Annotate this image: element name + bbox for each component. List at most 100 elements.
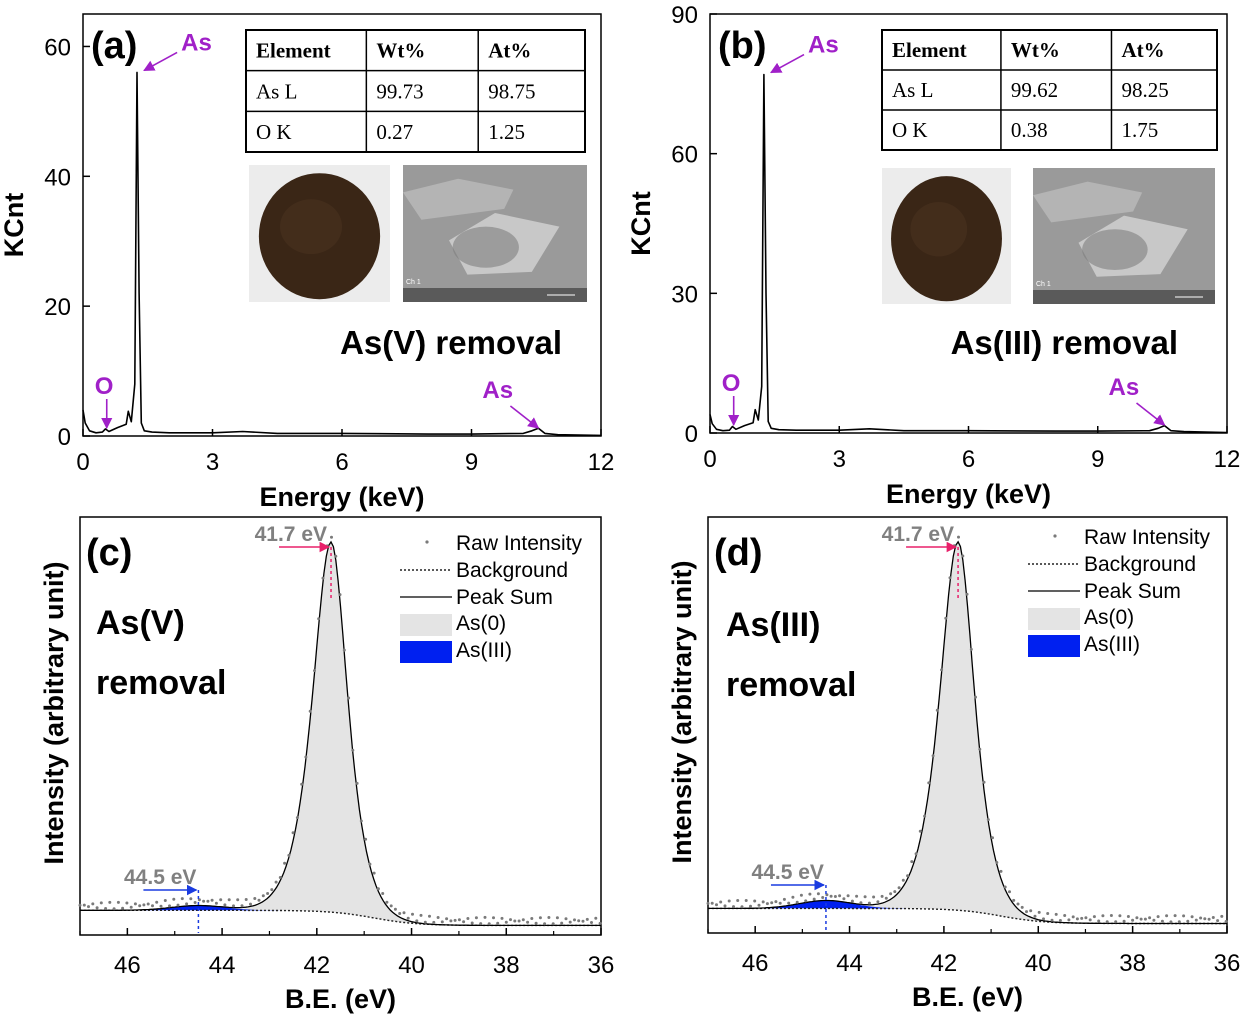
y-axis-label: KCnt <box>626 191 656 255</box>
raw-intensity-point <box>509 918 512 922</box>
legend-label: Raw Intensity <box>456 532 583 555</box>
raw-intensity-point <box>948 576 952 580</box>
raw-intensity-point <box>765 902 769 906</box>
raw-intensity-point <box>342 648 346 652</box>
raw-intensity-point <box>812 897 816 901</box>
y-axis-label: Intensity (arbitrary unit) <box>39 561 69 864</box>
raw-intensity-point <box>210 898 214 902</box>
raw-intensity-point <box>833 895 837 898</box>
x-axis-label: B.E. (eV) <box>285 984 396 1014</box>
raw-intensity-point <box>359 819 363 823</box>
spectrum-line <box>82 71 602 437</box>
raw-intensity-point <box>969 647 973 651</box>
raw-intensity-point <box>846 894 850 898</box>
panel-label: (b) <box>718 25 767 67</box>
raw-intensity-point <box>551 922 555 926</box>
legend-label: Peak Sum <box>456 586 553 609</box>
legend-swatch-as3 <box>1028 635 1080 657</box>
legend-label: Background <box>1084 553 1196 576</box>
raw-intensity-point <box>1131 918 1135 922</box>
raw-intensity-point <box>232 904 235 908</box>
raw-intensity-point <box>974 695 977 699</box>
raw-intensity-point <box>560 921 564 925</box>
x-tick-label: 44 <box>209 952 236 979</box>
raw-intensity-point <box>719 900 723 904</box>
raw-intensity-point <box>982 780 986 784</box>
raw-intensity-point <box>291 831 295 835</box>
peak-label-o: O <box>722 370 741 397</box>
raw-intensity-point <box>82 903 86 907</box>
raw-intensity-point <box>95 906 99 910</box>
sem-info-bar <box>1033 290 1215 304</box>
x-tick-label: 44 <box>836 950 863 977</box>
raw-intensity-point <box>351 748 355 752</box>
raw-intensity-point <box>1165 914 1169 918</box>
raw-intensity-point <box>91 902 95 906</box>
raw-intensity-point <box>1050 918 1054 922</box>
panel-label: (d) <box>714 532 763 574</box>
table-header-cell: Element <box>892 38 967 62</box>
raw-intensity-point <box>355 781 359 785</box>
legend-swatch-as3 <box>400 641 452 663</box>
raw-intensity-point <box>799 893 803 897</box>
raw-intensity-point <box>906 874 910 878</box>
raw-intensity-point <box>1063 914 1067 917</box>
raw-intensity-point <box>317 617 321 621</box>
raw-intensity-point <box>715 903 718 907</box>
raw-intensity-point <box>555 916 559 920</box>
raw-intensity-point <box>770 901 774 905</box>
as0-area <box>80 541 601 926</box>
powder-highlight <box>280 199 343 255</box>
raw-intensity-point <box>1156 915 1160 919</box>
raw-intensity-point <box>1143 917 1147 921</box>
raw-intensity-point <box>189 897 193 901</box>
legend-swatch-as0 <box>1028 608 1080 630</box>
raw-intensity-point <box>419 913 423 917</box>
raw-intensity-point <box>918 829 922 833</box>
raw-intensity-point <box>1114 920 1118 924</box>
raw-intensity-point <box>1148 916 1152 920</box>
raw-intensity-point <box>957 535 960 539</box>
sem-particle <box>403 178 514 220</box>
raw-intensity-point <box>577 919 581 923</box>
raw-intensity-point <box>125 901 129 905</box>
raw-intensity-point <box>1033 914 1037 918</box>
raw-intensity-point <box>78 903 82 907</box>
peak-label-as: As <box>482 377 513 404</box>
table-header-cell: At% <box>1121 38 1164 62</box>
raw-intensity-point <box>999 869 1003 873</box>
x-tick-label: 3 <box>206 449 219 476</box>
raw-intensity-point <box>521 918 525 922</box>
peak-label-as: As <box>1109 374 1140 401</box>
raw-intensity-point <box>829 894 833 898</box>
raw-intensity-point <box>406 916 410 920</box>
raw-intensity-point <box>321 576 325 580</box>
background-line <box>80 909 601 927</box>
x-tick-label: 12 <box>1214 446 1241 473</box>
raw-intensity-point <box>479 922 483 926</box>
y-tick-label: 30 <box>671 281 698 308</box>
raw-intensity-point <box>474 916 478 920</box>
raw-intensity-point <box>753 899 757 903</box>
raw-intensity-point <box>732 905 735 909</box>
raw-intensity-point <box>116 900 120 904</box>
sem-label: Ch 1 <box>406 279 421 286</box>
raw-intensity-point <box>816 892 820 896</box>
raw-intensity-point <box>931 754 935 758</box>
legend-label: Background <box>456 559 568 582</box>
raw-intensity-point <box>1101 914 1105 918</box>
raw-intensity-point <box>513 919 517 923</box>
raw-intensity-point <box>850 899 854 903</box>
x-axis-label: Energy (keV) <box>259 482 424 512</box>
raw-intensity-point <box>1067 918 1071 922</box>
raw-intensity-point <box>428 914 431 918</box>
legend-label: As(III) <box>1084 633 1140 656</box>
raw-intensity-point <box>249 902 252 906</box>
raw-intensity-point <box>736 899 740 902</box>
table-header-cell: At% <box>488 39 531 63</box>
raw-intensity-point <box>1075 917 1079 921</box>
raw-intensity-point <box>1054 912 1058 916</box>
raw-intensity-point <box>795 900 799 904</box>
raw-intensity-point <box>411 912 414 916</box>
raw-intensity-point <box>385 900 389 904</box>
